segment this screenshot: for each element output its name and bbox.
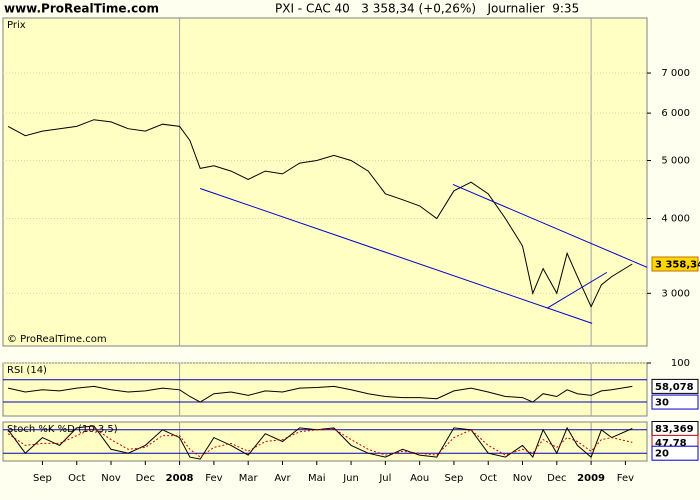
value-label: 20	[655, 449, 669, 460]
y-tick-label: 5 000	[661, 156, 690, 167]
x-tick-label: Sep	[445, 473, 464, 484]
x-tick-label: Sep	[33, 473, 52, 484]
value-box	[651, 256, 699, 272]
x-tick-label: Nov	[513, 473, 533, 484]
panel-title: Prix	[7, 20, 26, 31]
series-line	[7, 119, 633, 308]
x-tick-label: Jul	[378, 473, 391, 484]
y-tick-label: 4 000	[661, 214, 690, 225]
y-tick-label: 7 000	[661, 68, 690, 79]
y-tick-label: 3 000	[661, 288, 690, 299]
series-line	[7, 385, 633, 403]
panel	[2, 362, 648, 417]
x-tick-label: Avr	[274, 473, 291, 484]
x-tick-label: Oct	[68, 473, 85, 484]
value-box	[651, 378, 699, 394]
x-tick-label: 2009	[577, 473, 605, 484]
x-tick-label: Jun	[342, 473, 359, 484]
site-label: www.ProRealTime.com	[4, 2, 159, 16]
panel-title: RSI (14)	[7, 365, 47, 376]
x-tick-label: 2008	[166, 473, 194, 484]
value-label: 58,078	[655, 382, 694, 393]
x-tick-label: Nov	[101, 473, 121, 484]
value-label: 3 358,34	[655, 260, 700, 271]
value-label: 30	[655, 398, 669, 409]
panel-note: © ProRealTime.com	[7, 334, 107, 345]
chart-title: PXI - CAC 40 3 358,34 (+0,26%) Journalie…	[275, 2, 579, 16]
trendline	[452, 184, 648, 268]
panel-title: Stoch %K %D (10,3,5)	[7, 424, 118, 435]
x-tick-label: Mai	[308, 473, 326, 484]
x-tick-label: Dec	[136, 473, 155, 484]
series-line	[7, 427, 633, 458]
x-tick-label: Dec	[547, 473, 566, 484]
series-line	[7, 425, 633, 460]
y-tick-label: 100	[671, 358, 690, 369]
value-label: 47,78	[655, 438, 687, 449]
y-tick-label: 6 000	[661, 108, 690, 119]
value-box	[651, 445, 699, 461]
x-tick-label: Oct	[480, 473, 497, 484]
x-tick-label: Mar	[239, 473, 259, 484]
x-tick-label: Fev	[617, 473, 634, 484]
x-tick-label: Fev	[205, 473, 222, 484]
panel	[2, 17, 648, 347]
x-tick-label: Aou	[410, 473, 429, 484]
trendline	[200, 188, 593, 324]
trendline	[546, 271, 608, 309]
value-label: 83,369	[655, 424, 694, 435]
value-box	[651, 394, 699, 410]
